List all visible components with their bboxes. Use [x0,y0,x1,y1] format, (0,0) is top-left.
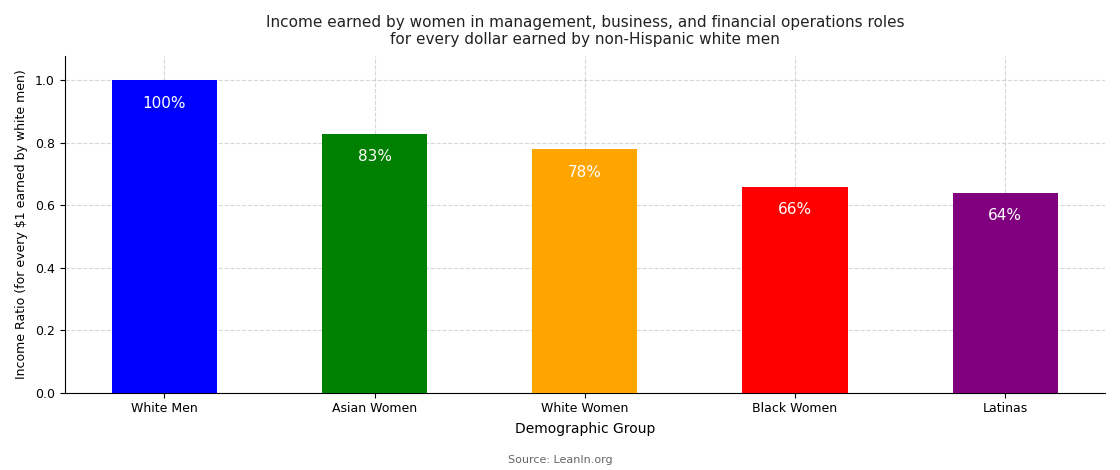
Bar [112,80,217,392]
Bar [953,193,1057,392]
Text: 83%: 83% [357,149,392,164]
Title: Income earned by women in management, business, and financial operations roles
f: Income earned by women in management, bu… [265,15,904,47]
Bar [532,149,637,392]
Text: 66%: 66% [778,202,812,217]
X-axis label: Demographic Group: Demographic Group [515,422,655,436]
Bar [323,133,427,392]
Text: Source: LeanIn.org: Source: LeanIn.org [507,455,613,465]
Text: 64%: 64% [988,208,1023,223]
Y-axis label: Income Ratio (for every $1 earned by white men): Income Ratio (for every $1 earned by whi… [15,69,28,379]
Text: 100%: 100% [142,96,186,111]
Bar [743,187,848,392]
Text: 78%: 78% [568,164,601,180]
